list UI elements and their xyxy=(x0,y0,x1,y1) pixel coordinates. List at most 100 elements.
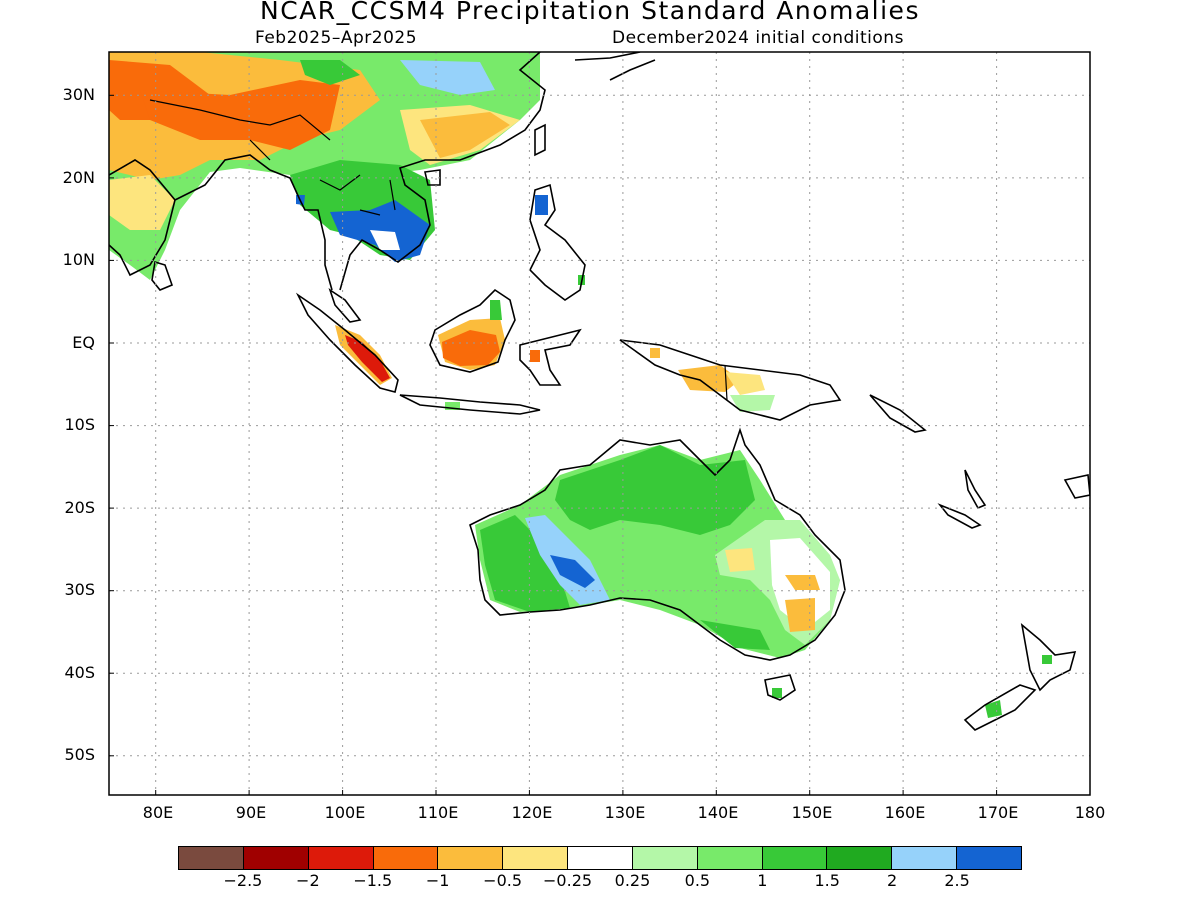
coastline-borneo xyxy=(429,288,516,373)
colorbar-label: 0.5 xyxy=(684,871,711,890)
colorbar-swatch xyxy=(697,847,763,869)
lat-label: 30S xyxy=(64,580,95,599)
colorbar-swatch xyxy=(438,847,504,869)
coastline-newcaledonia xyxy=(937,503,982,529)
coastline-sumatra xyxy=(295,292,399,393)
lon-label: 150E xyxy=(791,803,833,822)
lon-label: 90E xyxy=(235,803,267,822)
coastline-malay xyxy=(328,288,362,323)
colorbar-label: 1 xyxy=(757,871,768,890)
coastline-newguinea xyxy=(619,339,842,421)
coastline-hainan xyxy=(424,169,441,186)
coastline-vanuatu xyxy=(964,469,987,510)
anomaly-region xyxy=(555,445,755,535)
anomaly-region xyxy=(678,365,740,392)
anomaly-region xyxy=(370,230,400,250)
anomaly-region xyxy=(420,112,510,158)
colorbar-swatch xyxy=(568,847,633,869)
anomaly-region xyxy=(985,700,1002,718)
lat-label: 40S xyxy=(64,663,95,682)
anomaly-region xyxy=(300,60,360,85)
anomaly-region xyxy=(725,372,765,395)
coastline-taiwan xyxy=(534,123,546,157)
colorbar-swatch xyxy=(957,847,1021,869)
lat-label: 10N xyxy=(62,250,95,269)
colorbar xyxy=(178,846,1022,870)
anomaly-region xyxy=(700,620,770,650)
anomaly-region xyxy=(785,575,820,590)
coastline-sulawesi xyxy=(519,328,582,386)
lon-label: 170E xyxy=(977,803,1019,822)
graticule xyxy=(109,52,1090,795)
anomaly-shading xyxy=(109,52,1052,718)
colorbar-label: −0.25 xyxy=(543,871,593,890)
coastline-japan xyxy=(574,52,656,81)
anomaly-region xyxy=(345,335,390,382)
lat-label: 30N xyxy=(62,85,95,104)
coastline-nz-north xyxy=(1020,622,1077,692)
colorbar-swatch xyxy=(632,847,698,869)
anomaly-region xyxy=(109,175,175,230)
anomaly-region xyxy=(725,548,755,572)
colorbar-label: 0.25 xyxy=(614,871,651,890)
coastline-fiji xyxy=(1063,474,1090,499)
colorbar-swatch xyxy=(243,847,309,869)
lon-label: 120E xyxy=(511,803,553,822)
coastline-tasmania xyxy=(764,674,796,701)
lat-label: EQ xyxy=(72,333,95,352)
colorbar-swatch xyxy=(179,847,244,869)
anomaly-region xyxy=(785,598,815,632)
colorbar-swatch xyxy=(892,847,958,869)
coastline-philippines xyxy=(529,183,586,301)
lat-label: 20N xyxy=(62,168,95,187)
axis-ticks xyxy=(109,94,998,795)
anomaly-region xyxy=(550,555,595,588)
anomaly-region xyxy=(730,395,775,412)
forecast-period: Feb2025–Apr2025 xyxy=(255,28,418,48)
lon-label: 180 xyxy=(1074,803,1106,822)
map-title: NCAR_CCSM4 Precipitation Standard Anomal… xyxy=(260,0,920,25)
colorbar-swatch xyxy=(308,847,374,869)
colorbar-label: 2 xyxy=(887,871,898,890)
lon-label: 130E xyxy=(604,803,646,822)
anomaly-region xyxy=(400,60,495,95)
lon-label: 100E xyxy=(324,803,366,822)
colorbar-swatch xyxy=(827,847,893,869)
anomaly-region xyxy=(535,195,548,215)
anomaly-region xyxy=(490,300,502,320)
anomaly-region xyxy=(772,688,782,698)
lat-label: 20S xyxy=(64,498,95,517)
colorbar-swatch xyxy=(762,847,828,869)
coastline-asia xyxy=(109,52,546,291)
anomaly-region xyxy=(442,330,500,366)
colorbar-label: −1.5 xyxy=(353,871,393,890)
colorbar-label: −1 xyxy=(425,871,450,890)
initial-conditions: December2024 initial conditions xyxy=(612,28,904,48)
anomaly-region xyxy=(140,80,340,150)
lat-label: 10S xyxy=(64,415,95,434)
map-frame xyxy=(108,51,1091,796)
anomaly-region xyxy=(480,515,570,612)
lon-label: 160E xyxy=(884,803,926,822)
coastline-nz-south xyxy=(963,684,1037,731)
coastline-java xyxy=(399,394,541,415)
lon-label: 80E xyxy=(142,803,174,822)
coastline-srilanka xyxy=(151,260,174,291)
lon-label: 110E xyxy=(417,803,459,822)
colorbar-swatch xyxy=(503,847,569,869)
colorbar-labels: −2.5 −2 −1.5 −1 −0.5 −0.25 0.25 0.5 1 1.5 2 2.5 xyxy=(0,871,1200,895)
anomaly-region xyxy=(1042,655,1052,664)
coastlines xyxy=(109,52,1090,731)
lat-label: 50S xyxy=(64,745,95,764)
colorbar-label: −2.5 xyxy=(223,871,263,890)
anomaly-region xyxy=(650,348,660,358)
lon-label: 140E xyxy=(697,803,739,822)
colorbar-label: 2.5 xyxy=(944,871,970,890)
colorbar-label: 1.5 xyxy=(814,871,840,890)
colorbar-label: −0.5 xyxy=(483,871,523,890)
colorbar-swatch xyxy=(373,847,439,869)
coastline-australia xyxy=(469,427,846,661)
colorbar-label: −2 xyxy=(296,871,320,890)
borders xyxy=(149,99,728,401)
